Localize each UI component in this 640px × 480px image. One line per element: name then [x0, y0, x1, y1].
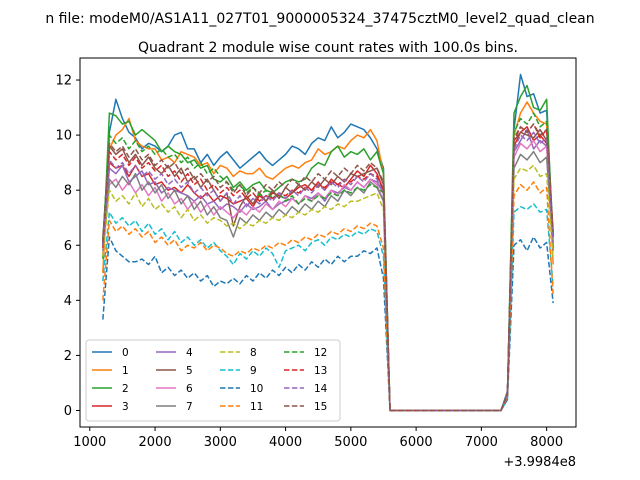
x-tick-label: 6000 [400, 435, 433, 450]
y-tick-label: 6 [64, 239, 72, 254]
legend-label-4: 4 [186, 347, 193, 359]
series-lines [102, 73, 554, 412]
x-tick-label: 1000 [73, 435, 106, 450]
y-tick-label: 0 [64, 404, 72, 419]
series-line-9 [102, 203, 554, 412]
y-tick-label: 8 [64, 184, 72, 199]
x-axis: 1000 2000 3000 4000 5000 6000 7000 8000 [73, 427, 563, 450]
chart-title: Quadrant 2 module wise count rates with … [138, 40, 518, 56]
legend-label-2: 2 [122, 383, 129, 395]
legend-box [85, 339, 341, 422]
legend-label-13: 13 [314, 365, 327, 377]
legend-label-10: 10 [250, 383, 263, 395]
legend-label-0: 0 [122, 347, 129, 359]
series-line-15 [102, 123, 554, 412]
legend-label-12: 12 [314, 347, 327, 359]
y-tick-label: 10 [55, 129, 72, 144]
y-tick-label: 12 [55, 74, 72, 89]
x-tick-label: 3000 [204, 435, 237, 450]
legend-label-15: 15 [314, 401, 327, 413]
legend-label-1: 1 [122, 365, 129, 377]
x-offset-label: +3.9984e8 [503, 455, 576, 470]
y-axis: 0 2 4 6 8 10 12 [55, 74, 80, 419]
y-tick-label: 4 [64, 294, 72, 309]
legend-label-11: 11 [250, 401, 263, 413]
x-tick-label: 4000 [269, 435, 302, 450]
x-tick-label: 2000 [139, 435, 172, 450]
x-tick-label: 7000 [465, 435, 498, 450]
x-tick-label: 5000 [334, 435, 367, 450]
figure-suptitle: n file: modeM0/AS1A11_027T01_9000005324_… [45, 11, 594, 27]
y-tick-label: 2 [64, 349, 72, 364]
legend-label-5: 5 [186, 365, 193, 377]
plot-frame [79, 57, 577, 428]
legend-label-6: 6 [186, 383, 193, 395]
legend-label-7: 7 [186, 401, 193, 413]
legend-label-9: 9 [250, 365, 257, 377]
series-line-14 [102, 131, 554, 412]
series-line-8 [102, 164, 554, 412]
legend-label-14: 14 [314, 383, 328, 395]
x-tick-label: 8000 [530, 435, 563, 450]
legend-label-3: 3 [122, 401, 129, 413]
legend-label-8: 8 [250, 347, 257, 359]
